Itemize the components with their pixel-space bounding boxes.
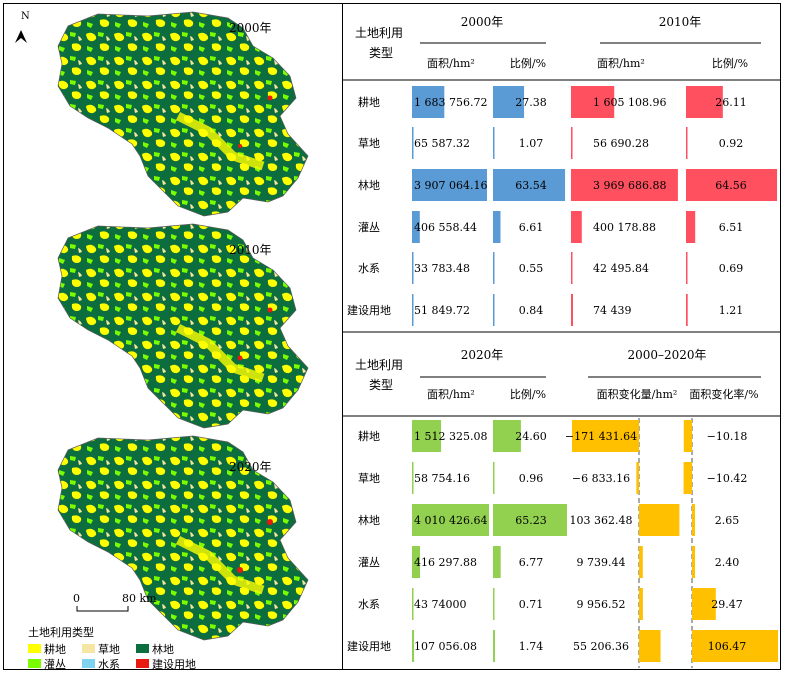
legend-swatch-4 bbox=[82, 659, 95, 668]
north-arrow-label: N bbox=[21, 11, 30, 22]
north-arrow-icon bbox=[15, 30, 27, 43]
map-title-2000: 2000年 bbox=[229, 21, 272, 35]
map-2020 bbox=[57, 435, 309, 641]
legend-swatch-3 bbox=[28, 659, 41, 668]
legend-swatch-1 bbox=[82, 644, 95, 653]
scale-start-label: 0 bbox=[73, 592, 80, 605]
legend-label-3: 灌丛 bbox=[44, 658, 66, 671]
legend-label-0: 耕地 bbox=[44, 642, 66, 656]
figure-frame bbox=[3, 3, 781, 670]
map-title-2010: 2010年 bbox=[229, 243, 272, 257]
legend-label-5: 建设用地 bbox=[152, 657, 196, 671]
legend-label-1: 草地 bbox=[98, 643, 120, 656]
scale-end-label: 80 km bbox=[122, 592, 157, 605]
land-use-maps-panel: N 2000年 2010年 2020年 0 80 km 土地利用类型 耕地 草地 林… bbox=[15, 11, 309, 671]
scale-bar: 0 80 km bbox=[73, 592, 157, 612]
panel-divider bbox=[342, 3, 343, 670]
legend-swatch-0 bbox=[28, 644, 41, 653]
map-2000 bbox=[57, 11, 309, 217]
legend-label-4: 水系 bbox=[98, 658, 120, 671]
legend-label-2: 林地 bbox=[152, 642, 174, 656]
legend-title: 土地利用类型 bbox=[28, 625, 94, 639]
legend-swatch-2 bbox=[136, 644, 149, 653]
legend-swatch-5 bbox=[136, 659, 149, 668]
map-2010 bbox=[57, 223, 309, 429]
map-title-2020: 2020年 bbox=[229, 460, 272, 474]
